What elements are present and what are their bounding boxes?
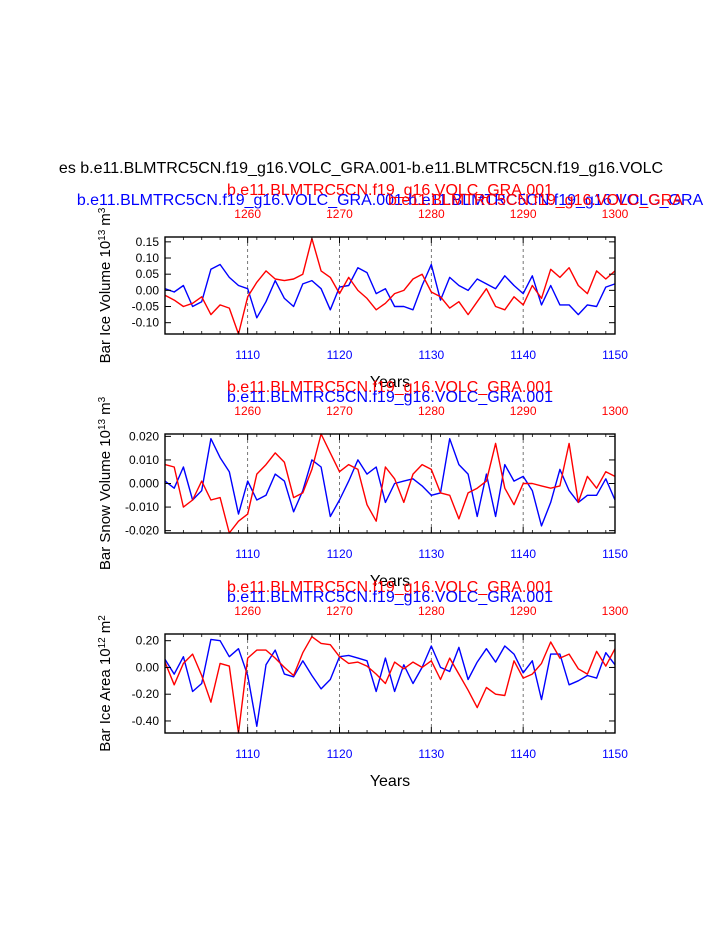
y-axis-label-unit-exponent: 2 — [97, 615, 108, 621]
y-tick-label: -0.010 — [125, 500, 159, 514]
y-axis-label-text: Bar Ice Area 10 — [97, 648, 114, 751]
x-tick-label-top: 1270 — [326, 404, 353, 418]
x-tick-label-top: 1280 — [418, 404, 445, 418]
y-axis-label: Bar Ice Area 1012 m2 — [97, 615, 115, 752]
x-tick-label-top: 1260 — [234, 604, 261, 618]
x-tick-label-bottom: 1130 — [418, 547, 444, 561]
x-axis-label: Years — [370, 374, 410, 391]
y-axis-label: Bar Ice Volume 1013 m3 — [97, 207, 115, 363]
chart-panel-ice-volume: b.e11.BLMTRC5CN.f19_g16.VOLC_GRA.001b.e1… — [77, 182, 704, 391]
y-tick-label: -0.020 — [125, 524, 159, 538]
y-tick-label: 0.10 — [136, 251, 160, 265]
x-tick-label-bottom: 1140 — [510, 547, 536, 561]
y-tick-label: 0.000 — [129, 477, 159, 491]
x-tick-label-top: 1300 — [602, 207, 629, 221]
x-tick-label-bottom: 1110 — [235, 747, 260, 761]
x-tick-label-bottom: 1130 — [418, 348, 444, 362]
chart-title-red-overlap: b.e11.BLMTRC5CN.f19_g16.VOLC_GRA — [388, 192, 683, 209]
y-axis-label-exponent: 13 — [97, 418, 108, 430]
y-tick-label: 0.00 — [136, 660, 160, 674]
y-axis-label-unit-exponent: 3 — [97, 396, 108, 402]
x-tick-label-bottom: 1140 — [510, 747, 536, 761]
x-tick-label-top: 1300 — [602, 604, 629, 618]
x-tick-label-bottom: 1150 — [602, 348, 628, 362]
x-tick-label-top: 1290 — [510, 207, 537, 221]
x-tick-label-bottom: 1140 — [510, 348, 536, 362]
y-axis-label-unit: m — [97, 213, 114, 226]
y-axis-label-text: Bar Snow Volume 10 — [97, 430, 114, 570]
x-tick-label-bottom: 1120 — [327, 747, 353, 761]
x-tick-label-top: 1290 — [510, 604, 537, 618]
chart-title-red: b.e11.BLMTRC5CN.f19_g16.VOLC_GRA.001 — [227, 579, 553, 596]
series-line-blue — [164, 438, 616, 527]
x-tick-label-bottom: 1150 — [602, 547, 628, 561]
x-tick-label-bottom: 1130 — [418, 747, 444, 761]
y-tick-label: 0.00 — [136, 283, 160, 297]
y-tick-label: -0.40 — [132, 714, 160, 728]
x-tick-label-top: 1260 — [234, 404, 261, 418]
x-tick-label-bottom: 1110 — [235, 547, 260, 561]
series-line-red — [164, 237, 616, 335]
x-tick-label-bottom: 1120 — [327, 348, 353, 362]
series-line-blue — [164, 638, 616, 727]
x-axis-label: Years — [370, 773, 410, 790]
y-tick-label: 0.010 — [129, 453, 159, 467]
y-axis-label-unit: m — [97, 621, 114, 634]
y-tick-label: -0.10 — [132, 316, 160, 330]
plot-frame — [164, 236, 616, 335]
plot-frame — [164, 633, 616, 734]
x-tick-label-top: 1300 — [602, 404, 629, 418]
x-tick-label-bottom: 1110 — [235, 348, 260, 362]
x-tick-label-top: 1270 — [326, 207, 353, 221]
chart-panel-ice-area: b.e11.BLMTRC5CN.f19_g16.VOLC_GRA.001b.e1… — [97, 579, 629, 790]
y-axis-label-unit: m — [97, 402, 114, 415]
series-line-blue — [164, 263, 616, 319]
y-tick-label: 0.20 — [136, 634, 160, 648]
y-axis-label-text: Bar Ice Volume 10 — [97, 241, 114, 364]
chart-title-red: b.e11.BLMTRC5CN.f19_g16.VOLC_GRA.001 — [227, 182, 553, 199]
x-tick-label-top: 1280 — [418, 604, 445, 618]
chart-title-blue: b.e11.BLMTRC5CN.f19_g16.VOLC_GRA.001 — [227, 389, 553, 406]
y-tick-label: 0.020 — [129, 429, 159, 443]
y-axis-label-exponent: 13 — [97, 229, 108, 241]
chart-panel-snow-volume: b.e11.BLMTRC5CN.f19_g16.VOLC_GRA.001b.e1… — [97, 379, 629, 590]
series-line-red — [164, 433, 616, 534]
y-axis-label: Bar Snow Volume 1013 m3 — [97, 396, 115, 570]
x-tick-label-top: 1270 — [326, 604, 353, 618]
y-tick-label: 0.05 — [136, 267, 160, 281]
y-axis-label-unit-exponent: 3 — [97, 207, 108, 213]
x-tick-label-top: 1260 — [234, 207, 261, 221]
page-title: es b.e11.BLMTRC5CN.f19_g16.VOLC_GRA.001-… — [59, 160, 663, 177]
chart-title-red: b.e11.BLMTRC5CN.f19_g16.VOLC_GRA.001 — [227, 379, 553, 396]
x-tick-label-top: 1290 — [510, 404, 537, 418]
x-tick-label-top: 1280 — [418, 207, 445, 221]
series-line-red — [164, 636, 616, 734]
y-tick-label: 0.15 — [136, 235, 160, 249]
y-tick-label: -0.20 — [132, 687, 160, 701]
chart-title-blue: b.e11.BLMTRC5CN.f19_g16.VOLC_GRA.001 — [227, 589, 553, 606]
y-axis-label-exponent: 12 — [97, 637, 108, 649]
x-tick-label-bottom: 1150 — [602, 747, 628, 761]
x-tick-label-bottom: 1120 — [327, 547, 353, 561]
chart-title-blue: b.e11.BLMTRC5CN.f19_g16.VOLC_GRA.001-b.e… — [77, 192, 704, 209]
x-axis-label: Years — [370, 573, 410, 590]
y-tick-label: -0.05 — [132, 300, 160, 314]
